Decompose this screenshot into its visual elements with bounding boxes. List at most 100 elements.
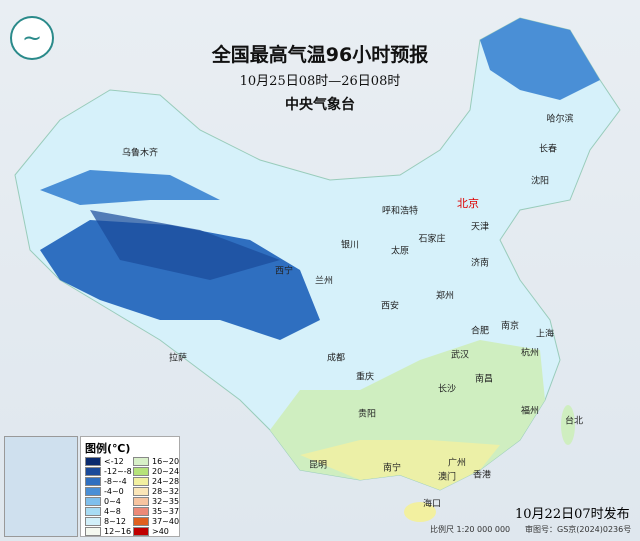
- south-china-sea-inset: [4, 436, 78, 537]
- city-label: 合肥: [470, 326, 490, 337]
- city-label: 贵阳: [357, 409, 377, 420]
- city-label: 长沙: [437, 384, 457, 395]
- northeast-cold: [480, 18, 600, 100]
- city-label: 西宁: [274, 266, 294, 277]
- city-label: 石家庄: [418, 234, 446, 245]
- city-label: 长春: [538, 144, 558, 155]
- city-label: 昆明: [308, 460, 328, 471]
- legend-item: 20~24: [133, 467, 179, 476]
- taiwan-island: [561, 405, 575, 445]
- legend-item: <-12: [85, 457, 124, 466]
- legend-label: -12~-8: [104, 467, 132, 476]
- city-label: 呼和浩特: [381, 206, 419, 217]
- city-label: 兰州: [314, 276, 334, 287]
- legend-item: 37~40: [133, 517, 179, 526]
- legend-label: 28~32: [152, 487, 180, 496]
- city-label: 拉萨: [168, 353, 188, 364]
- city-label: 广州: [447, 458, 467, 469]
- legend-item: 24~28: [133, 477, 179, 486]
- legend-item: 8~12: [85, 517, 126, 526]
- city-label: 乌鲁木齐: [121, 148, 159, 159]
- city-label: 济南: [470, 258, 490, 269]
- map-period: 10月25日08时—26日08时: [239, 74, 401, 89]
- legend-swatch: [85, 477, 101, 486]
- legend-label: 35~37: [152, 507, 180, 516]
- city-label: 郑州: [435, 291, 455, 302]
- legend-item: 12~16: [85, 527, 131, 536]
- legend-swatch: [133, 517, 149, 526]
- legend-swatch: [85, 487, 101, 496]
- city-label: 台北: [564, 416, 584, 427]
- legend-label: 8~12: [104, 517, 126, 526]
- map-issuer: 中央气象台: [285, 97, 355, 113]
- city-label: 杭州: [520, 348, 540, 359]
- legend-swatch: [85, 517, 101, 526]
- legend-label: 37~40: [152, 517, 180, 526]
- city-label: 南宁: [382, 463, 402, 474]
- city-label: 武汉: [450, 350, 470, 361]
- legend: 图例(℃) <-12 -12~-8 -8~-4 -4~0 0~4 4~8 8~12 12~16…: [80, 436, 180, 537]
- hot-south-region: [300, 440, 500, 490]
- legend-label: 12~16: [104, 527, 132, 536]
- review-number: 审图号：GS京(2024)0236号: [525, 525, 632, 534]
- legend-label: 20~24: [152, 467, 180, 476]
- city-label: 太原: [390, 246, 410, 257]
- legend-swatch: [133, 457, 149, 466]
- legend-item: 35~37: [133, 507, 179, 516]
- legend-label: >40: [152, 527, 169, 536]
- legend-swatch: [133, 507, 149, 516]
- west-cold: [90, 210, 280, 280]
- map-scale: 比例尺 1:20 000 000: [430, 525, 511, 534]
- city-label: 哈尔滨: [546, 114, 574, 125]
- legend-item: 32~35: [133, 497, 179, 506]
- legend-swatch: [133, 527, 149, 536]
- city-label: 澳门: [437, 472, 457, 483]
- legend-title: 图例(℃): [85, 442, 131, 455]
- legend-swatch: [85, 497, 101, 506]
- legend-item: -12~-8: [85, 467, 132, 476]
- city-label: 香港: [472, 470, 492, 481]
- map-title: 全国最高气温96小时预报: [211, 44, 429, 66]
- legend-label: 4~8: [104, 507, 121, 516]
- legend-item: -4~0: [85, 487, 124, 496]
- legend-swatch: [133, 487, 149, 496]
- city-label: 南京: [500, 321, 520, 332]
- legend-swatch: [85, 457, 101, 466]
- city-label: 北京: [457, 197, 479, 210]
- legend-item: 28~32: [133, 487, 179, 496]
- legend-label: <-12: [104, 457, 124, 466]
- legend-item: 0~4: [85, 497, 121, 506]
- city-label: 上海: [535, 329, 555, 340]
- city-label: 沈阳: [530, 176, 550, 187]
- published-time: 10月22日07时发布: [515, 507, 630, 522]
- legend-swatch: [133, 477, 149, 486]
- legend-item: 4~8: [85, 507, 121, 516]
- city-label: 南昌: [474, 374, 494, 385]
- city-label: 海口: [422, 499, 442, 510]
- legend-swatch: [85, 527, 101, 536]
- city-label: 银川: [340, 240, 360, 251]
- hainan-island: [404, 502, 436, 522]
- city-label: 西安: [380, 301, 400, 312]
- legend-swatch: [133, 497, 149, 506]
- cma-logo-icon: ~: [10, 16, 54, 60]
- legend-label: -8~-4: [104, 477, 127, 486]
- legend-item: >40: [133, 527, 169, 536]
- city-label: 成都: [326, 353, 346, 364]
- legend-item: -8~-4: [85, 477, 127, 486]
- city-label: 福州: [520, 406, 540, 417]
- legend-swatch: [85, 467, 101, 476]
- legend-label: 32~35: [152, 497, 180, 506]
- legend-label: 0~4: [104, 497, 121, 506]
- legend-item: 16~20: [133, 457, 179, 466]
- city-label: 天津: [470, 222, 490, 233]
- legend-swatch: [85, 507, 101, 516]
- legend-label: 24~28: [152, 477, 180, 486]
- legend-label: -4~0: [104, 487, 124, 496]
- legend-swatch: [133, 467, 149, 476]
- legend-label: 16~20: [152, 457, 180, 466]
- tianshan-cold: [40, 170, 220, 205]
- city-label: 重庆: [355, 372, 375, 383]
